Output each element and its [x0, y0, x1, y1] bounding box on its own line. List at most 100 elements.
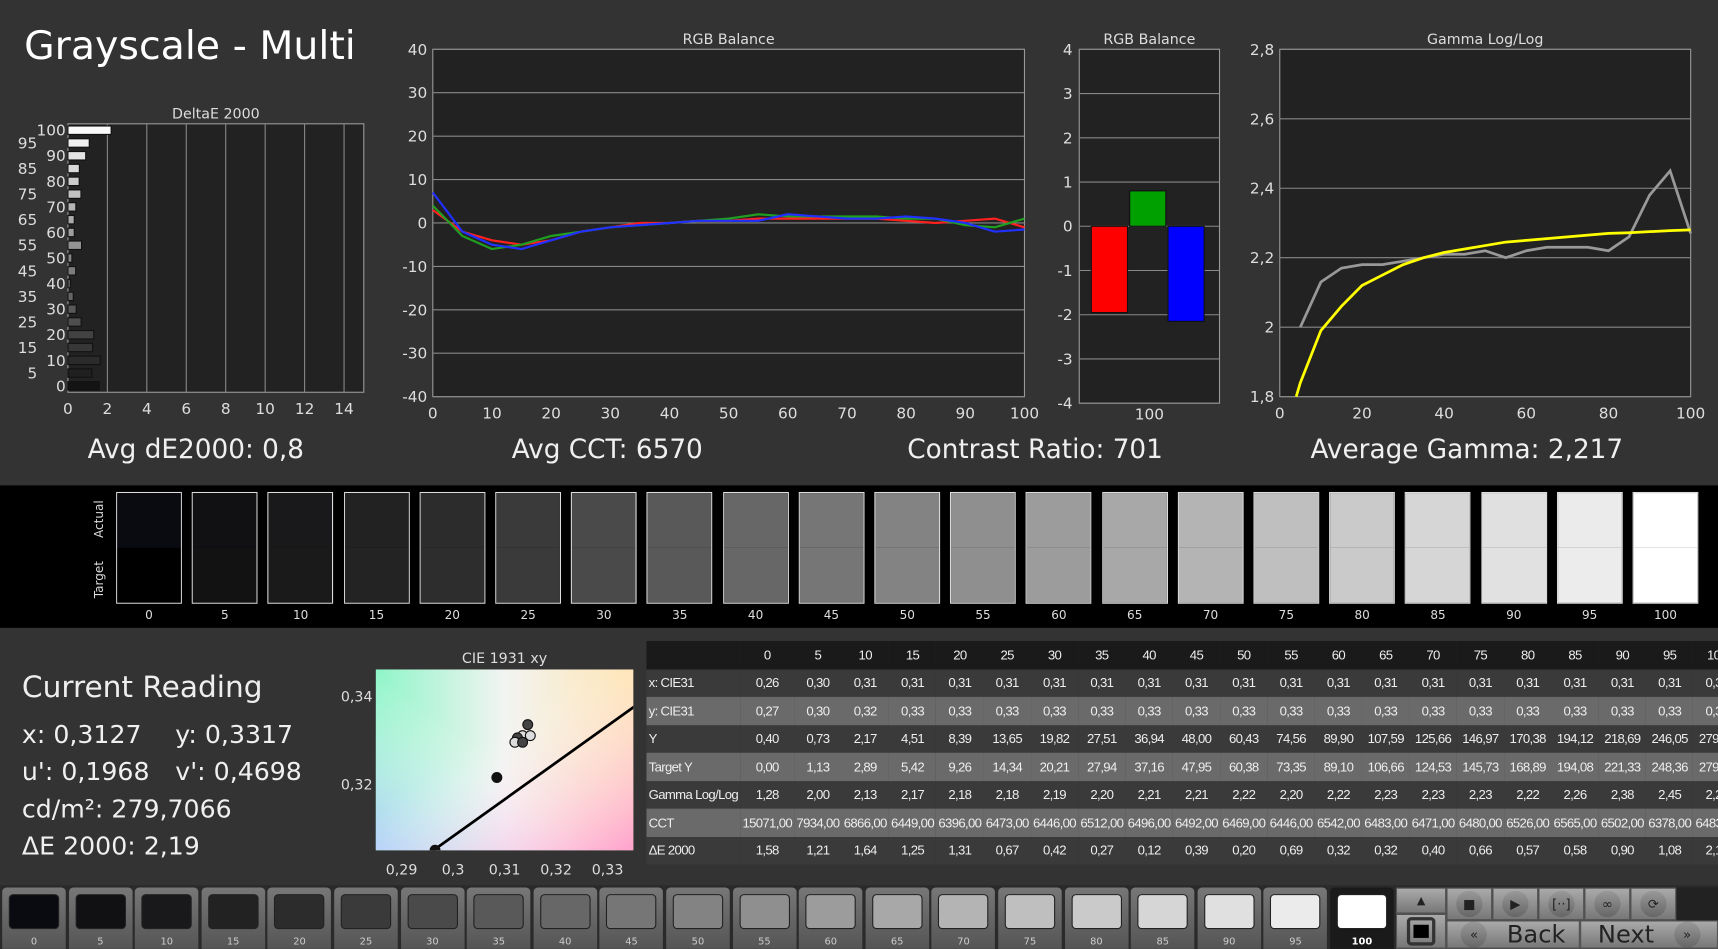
table-cell: 2,17 — [901, 786, 925, 803]
scroll-up-button[interactable]: ▲ — [1395, 887, 1447, 914]
patch-color — [1336, 894, 1388, 930]
y-tick-label: 2,8 — [1250, 41, 1274, 59]
y-tick-label: 2,4 — [1250, 180, 1274, 198]
target-patch — [1027, 547, 1091, 603]
patch-button-100[interactable]: 100 — [1330, 887, 1394, 949]
patch-button-25[interactable]: 25 — [334, 887, 398, 949]
planckian-locus — [431, 705, 634, 851]
stop-button[interactable]: ■ — [1446, 887, 1493, 921]
stop-pattern-button[interactable] — [1395, 913, 1447, 949]
table-row: Gamma Log/Log 1,28 2,00 2,13 2,17 2,18 2,18 2,1… — [646, 780, 1718, 809]
y-tick-label: -30 — [402, 345, 427, 363]
patch-button-35[interactable]: 35 — [466, 887, 531, 949]
infinity-button[interactable]: ∞ — [1584, 887, 1631, 921]
fit-button[interactable]: [··] — [1538, 887, 1585, 921]
patch-button-20[interactable]: 20 — [267, 887, 332, 949]
patch-button-40[interactable]: 40 — [533, 887, 597, 949]
table-cell: Y — [648, 731, 658, 747]
rgb-line — [431, 191, 1025, 251]
rgb-bar — [1129, 190, 1167, 227]
table-cell: 0,33 — [1279, 703, 1304, 719]
actual-patch — [1482, 493, 1546, 548]
target-patch — [420, 547, 485, 603]
play-button[interactable]: ▶ — [1492, 887, 1539, 921]
patch-label: 5 — [97, 936, 104, 948]
y-tick-label: 2 — [1265, 319, 1275, 337]
patch-button-75[interactable]: 75 — [998, 887, 1062, 949]
table-cell: 2,13 — [853, 786, 878, 803]
patch-button-60[interactable]: 60 — [798, 887, 863, 949]
table-cell: 0,90 — [1610, 842, 1635, 859]
table-cell: 2,45 — [1658, 786, 1682, 803]
column-header: 90 — [1615, 647, 1630, 663]
y-tick-label: 0 — [418, 214, 428, 232]
patch-label: 90 — [1222, 936, 1236, 948]
patch-button-45[interactable]: 45 — [599, 887, 664, 949]
table-cell: 0,31 — [1658, 675, 1682, 691]
table-cell: 74,56 — [1276, 731, 1306, 747]
next-button[interactable]: Next » — [1579, 920, 1718, 949]
back-button[interactable]: « Back — [1446, 920, 1580, 949]
y-tick-label: 2 — [1063, 129, 1073, 147]
y-tick-label: 0 — [1063, 218, 1073, 236]
table-cell: 106,66 — [1367, 759, 1405, 775]
swatch-label: 30 — [596, 608, 612, 623]
table-cell: 107,59 — [1367, 731, 1405, 747]
table-cell: 2,22 — [1516, 786, 1540, 803]
patch-button-80[interactable]: 80 — [1064, 887, 1129, 949]
patch-button-30[interactable]: 30 — [400, 887, 465, 949]
deltae-bar — [67, 266, 77, 276]
chart-title: RGB Balance — [1103, 32, 1195, 48]
swatch-label: 70 — [1202, 608, 1219, 623]
swatch-label: 15 — [368, 608, 385, 623]
column-header: 100 — [1706, 647, 1718, 663]
y-tick-label: 75 — [18, 186, 38, 204]
column-header: 70 — [1426, 647, 1440, 663]
patch-button-50[interactable]: 50 — [666, 887, 730, 949]
target-patch — [951, 547, 1015, 603]
refresh-button[interactable]: ⟳ — [1630, 887, 1677, 921]
patch-button-65[interactable]: 65 — [865, 887, 929, 949]
patch-button-85[interactable]: 85 — [1130, 887, 1195, 949]
y-tick-label: 15 — [18, 339, 38, 357]
target-patch — [1102, 547, 1167, 603]
swatch-0 — [116, 491, 182, 604]
swatch-label: 25 — [520, 608, 536, 623]
table-cell: 0,39 — [1184, 842, 1209, 859]
rgb-bar — [1090, 225, 1129, 314]
column-header: 60 — [1331, 647, 1346, 663]
y-tick-label: 0 — [56, 377, 66, 395]
patch-button-70[interactable]: 70 — [931, 887, 996, 949]
y-tick-label: -3 — [1057, 350, 1072, 368]
table-cell: 0,27 — [1090, 842, 1114, 859]
patch-button-95[interactable]: 95 — [1263, 887, 1328, 949]
x-tick-label: 20 — [541, 405, 561, 423]
deltae-bar — [67, 189, 82, 199]
swatch-label: 60 — [1051, 608, 1067, 623]
target-patch — [117, 547, 181, 603]
patch-button-0[interactable]: 0 — [2, 887, 66, 949]
x-tick-label: 20 — [1352, 405, 1372, 423]
column-header: 30 — [1047, 647, 1062, 663]
bottom-toolbar: 0 5 10 15 20 25 30 35 40 45 50 55 60 65 70 75 80 85 90 95 10… — [0, 885, 1718, 949]
patch-label: 80 — [1090, 936, 1103, 948]
patch-button-5[interactable]: 5 — [68, 887, 133, 949]
swatch-10 — [267, 491, 334, 604]
actual-patch — [1330, 493, 1394, 548]
x-tick-label: 0 — [63, 400, 73, 418]
table-cell: 0,31 — [901, 675, 925, 691]
y-tick-label: 3 — [1063, 85, 1073, 103]
patch-button-10[interactable]: 10 — [134, 887, 199, 949]
y-tick-label: -1 — [1057, 262, 1072, 280]
patch-button-90[interactable]: 90 — [1197, 887, 1261, 949]
patch-label: 75 — [1023, 936, 1037, 948]
table-cell: 0,67 — [995, 842, 1020, 859]
patch-button-15[interactable]: 15 — [201, 887, 265, 949]
target-patch — [496, 547, 560, 603]
table-cell: 15071,00 — [742, 814, 793, 831]
plot-area — [1279, 48, 1692, 398]
deltae-bar — [67, 381, 100, 391]
table-cell: 0,31 — [1468, 675, 1493, 691]
patch-button-55[interactable]: 55 — [732, 887, 797, 949]
actual-patch — [1178, 493, 1243, 548]
